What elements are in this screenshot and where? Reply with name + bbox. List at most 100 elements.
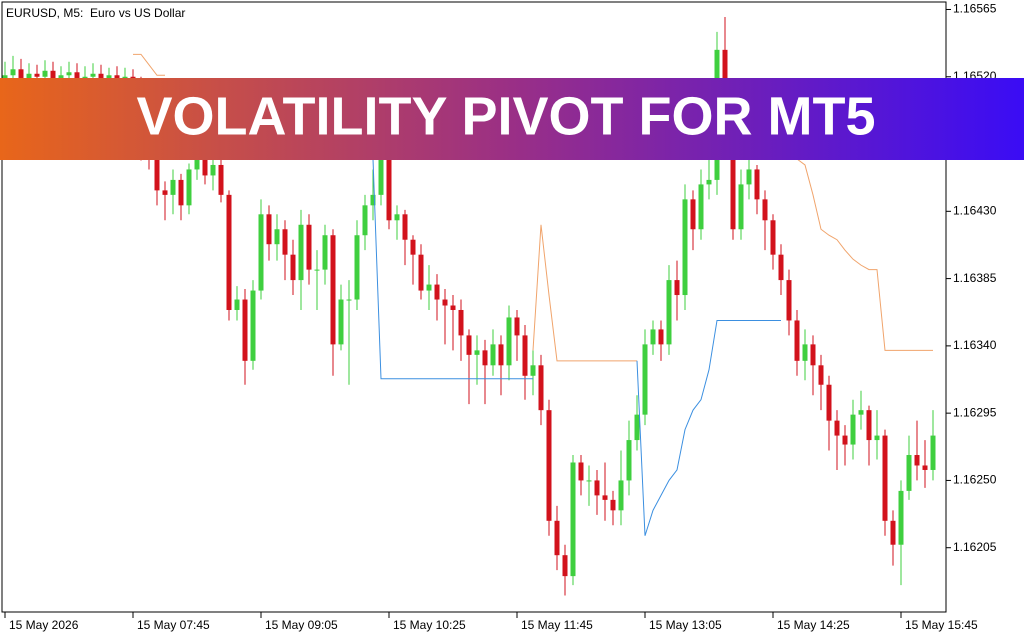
candle-body [306, 224, 312, 270]
candle-body [562, 555, 568, 577]
candle-body [842, 435, 848, 445]
candle-body [722, 49, 728, 91]
candle-body [546, 410, 552, 521]
candle-body [234, 299, 240, 310]
candle-body [498, 344, 504, 366]
y-tick-label: 1.16295 [953, 405, 997, 419]
candle-body [746, 169, 752, 185]
candle-body [898, 490, 904, 545]
candle-body [354, 235, 360, 300]
candle-body [370, 194, 376, 206]
candle-body [450, 305, 456, 310]
candle-body [346, 299, 352, 301]
candle-body [426, 284, 432, 291]
candle-body [210, 164, 216, 176]
x-tick-label: 15 May 13:05 [649, 618, 722, 632]
y-tick-label: 1.16565 [953, 2, 997, 16]
candle-body [834, 420, 840, 436]
candle-body [530, 365, 536, 376]
y-tick-label: 1.16205 [953, 540, 997, 554]
candle-body [586, 480, 592, 482]
candle-body [594, 480, 600, 496]
candle-body [18, 69, 24, 80]
x-tick-label: 15 May 07:45 [137, 618, 210, 632]
candle-body [178, 179, 184, 206]
candle-body [642, 344, 648, 415]
candle-body [218, 164, 224, 195]
candle-body [250, 290, 256, 361]
banner-text: VOLATILITY PIVOT FOR MT5 [136, 86, 875, 146]
candle-body [762, 199, 768, 221]
candle-body [170, 179, 176, 195]
candle-body [874, 435, 880, 441]
candle-body [274, 229, 280, 245]
x-tick-label: 15 May 11:45 [521, 618, 593, 632]
chart-title: EURUSD, M5: Euro vs US Dollar [6, 6, 185, 20]
y-tick-label: 1.16430 [953, 203, 997, 217]
x-tick-label: 15 May 14:25 [777, 618, 850, 632]
candle-body [42, 70, 48, 77]
candle-body [98, 73, 104, 79]
x-tick-label: 15 May 2026 [9, 618, 79, 632]
candle-body [658, 329, 664, 345]
indicator-line [133, 53, 933, 362]
candle-body [106, 75, 112, 79]
candle-body [634, 414, 640, 441]
candle-body [58, 75, 64, 79]
candle-body [466, 335, 472, 355]
candle-body [90, 73, 96, 77]
candle-body [442, 299, 448, 306]
candle-body [914, 455, 920, 466]
y-tick-label: 1.16385 [953, 271, 997, 285]
candle-body [578, 462, 584, 481]
candle-body [202, 158, 208, 176]
candle-body [402, 214, 408, 240]
candle-body [786, 280, 792, 321]
indicator-line [372, 158, 781, 536]
candle-body [890, 520, 896, 545]
candle-body [850, 414, 856, 445]
x-tick-label: 15 May 09:05 [265, 618, 338, 632]
candle-body [930, 435, 936, 470]
candle-body [738, 184, 744, 230]
candle-body [818, 365, 824, 385]
y-tick-label: 1.16340 [953, 338, 997, 352]
candle-body [626, 440, 632, 481]
candle-body [282, 229, 288, 255]
candle-body [602, 495, 608, 500]
candle-body [322, 235, 328, 270]
candle-body [394, 214, 400, 221]
candle-body [690, 199, 696, 230]
candle-body [434, 284, 440, 300]
candle-body [474, 350, 480, 355]
candle-body [34, 73, 40, 77]
marks: 1.165651.165201.164301.163851.163401.162… [2, 2, 997, 632]
candle-body [522, 335, 528, 376]
candle-body [74, 72, 80, 80]
candle-body [554, 520, 560, 556]
candle-body [226, 194, 232, 310]
candle-body [610, 499, 616, 511]
x-tick-label: 15 May 10:25 [393, 618, 466, 632]
candle-body [386, 158, 392, 221]
candle-body [298, 224, 304, 281]
candle-body [482, 350, 488, 366]
candle-body [154, 158, 160, 191]
candle-body [650, 329, 656, 345]
candle-body [338, 299, 344, 345]
candle-body [882, 435, 888, 521]
candle-body [922, 465, 928, 470]
overlay: VOLATILITY PIVOT FOR MT5 [0, 78, 1024, 160]
candle-body [2, 75, 8, 80]
candle-body [410, 239, 416, 255]
candle-body [706, 179, 712, 185]
candle-body [266, 214, 272, 245]
candle-body [162, 190, 168, 195]
candle-body [770, 220, 776, 255]
candle-body [66, 72, 72, 76]
y-tick-label: 1.16250 [953, 473, 997, 487]
candle-body [538, 365, 544, 411]
candle-body [10, 69, 16, 76]
candle-body [618, 480, 624, 511]
